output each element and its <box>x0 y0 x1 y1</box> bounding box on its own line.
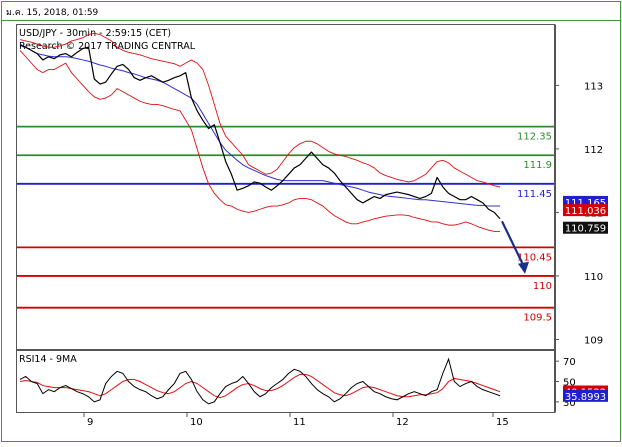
level-label-110.45: 110.45 <box>517 252 552 263</box>
xtick-label-10: 10 <box>190 417 203 428</box>
price-badge-blue-label: 111.165 <box>565 198 606 209</box>
rsi-ytick-label-70: 70 <box>563 357 576 368</box>
rsi-panel-frame <box>16 350 555 413</box>
series-rsi-ma <box>19 373 501 399</box>
forecast-arrow-head <box>518 261 529 274</box>
price-ytick-label-109: 109 <box>584 335 603 346</box>
rsi-layer <box>19 357 501 405</box>
xtick-label-12: 12 <box>396 417 409 428</box>
level-label-110: 110 <box>533 281 552 292</box>
series-layer <box>19 32 529 274</box>
price-badge-red-box <box>563 204 608 217</box>
levels-layer: 112.35 111.9 111.45 110.45 110 109.5 <box>17 125 554 324</box>
price-badge-red-label: 111.036 <box>565 206 606 217</box>
level-label-111.45: 111.45 <box>517 189 552 200</box>
xtick-label-11: 11 <box>293 417 306 428</box>
series-bollinger-lower <box>19 50 500 232</box>
rsi-chart-title: RSI14 - 9MA <box>19 354 77 365</box>
price-chart-subtitle: Research © 2017 TRADING CENTRAL <box>19 41 196 52</box>
xtick-label-15: 15 <box>496 417 509 428</box>
price-ytick-label-113: 113 <box>584 81 603 92</box>
price-badge-black-box <box>563 221 608 234</box>
level-label-111.9: 111.9 <box>523 160 552 171</box>
series-moving-average <box>19 43 500 207</box>
forecast-arrow-shaft <box>501 220 525 268</box>
rsi-ytick-label-50: 50 <box>563 378 576 389</box>
xtick-label-9: 9 <box>87 417 93 428</box>
price-badge-black-label: 110.759 <box>565 224 606 235</box>
price-panel-frame <box>16 24 555 350</box>
series-bollinger-upper <box>19 32 501 188</box>
series-price <box>19 44 501 220</box>
date-label: ม.ค. 15, 2018, 01:59 <box>6 8 99 18</box>
price-ytick-label-112: 112 <box>584 145 603 156</box>
rsi-badge-blue-label: 35.8993 <box>565 392 606 403</box>
level-label-109.5: 109.5 <box>523 313 552 324</box>
rsi-ytick-label-30: 30 <box>563 398 576 409</box>
series-rsi <box>19 357 501 405</box>
level-label-112.35: 112.35 <box>517 132 552 143</box>
price-ytick-label-110: 110 <box>584 272 603 283</box>
rsi-badge-blue-box <box>563 389 608 402</box>
